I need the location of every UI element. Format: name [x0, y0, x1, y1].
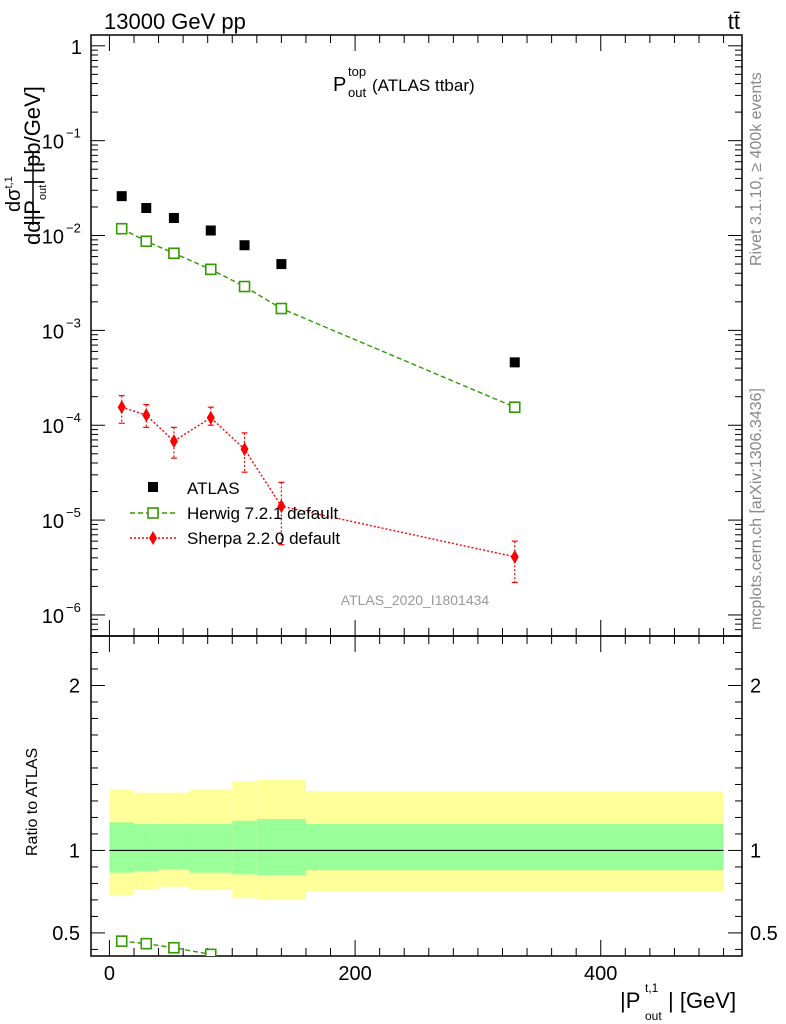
x-axis-title-rest: | [GeV]	[668, 988, 736, 1013]
sherpa-point	[510, 549, 519, 564]
svg-text:dd|Pout| [pb/GeV]: dd|Pout| [pb/GeV]	[20, 86, 49, 245]
legend-atlas-label: ATLAS	[187, 479, 240, 498]
atlas-point	[141, 203, 152, 214]
ratio-y-tick-label-right: 0.5	[750, 923, 778, 945]
ratio-y-tick-label: 2	[69, 675, 80, 697]
herwig-point	[168, 247, 180, 260]
ratio-y-tick-label: 0.5	[52, 923, 80, 945]
y-tick-exponent: −5	[66, 505, 81, 520]
ratio-y-tick-label-right: 1	[750, 840, 761, 862]
sherpa-point	[142, 408, 151, 423]
svg-text:P: P	[333, 74, 346, 96]
band-inner-6	[305, 824, 724, 871]
svg-text:dσt,1: dσt,1	[3, 176, 25, 212]
band-inner-4	[232, 820, 257, 875]
herwig-point	[204, 263, 217, 276]
atlas-point	[276, 259, 287, 270]
analysis-watermark: ATLAS_2020_I1801434	[341, 592, 490, 608]
x-axis-title-sup: t,1	[645, 981, 659, 995]
ratio-panel: 0 200 400 0.5 0.5 1 1 2 2	[52, 635, 778, 985]
ratio-herwig-point	[140, 937, 153, 950]
ratio-herwig-line	[121, 940, 211, 956]
herwig-point	[275, 302, 288, 315]
y-axis-den-sub: out	[37, 185, 49, 200]
x-tick-label: 200	[338, 963, 371, 985]
sherpa-point	[240, 442, 249, 457]
band-inner-3	[189, 824, 233, 873]
band-inner-1	[133, 824, 159, 872]
ratio-frame	[90, 635, 743, 957]
legend-sherpa-label: Sherpa 2.2.0 default	[187, 529, 340, 548]
atlas-point	[116, 191, 127, 202]
legend-sherpa-marker	[149, 531, 157, 545]
y-tick-label: 10	[42, 511, 64, 533]
legend-atlas-marker	[148, 482, 158, 492]
main-panel: 110−110−210−310−410−510−6	[42, 34, 743, 637]
collision-label: 13000 GeV pp	[104, 9, 246, 34]
ratio-series	[115, 935, 217, 956]
ratio-y-axis-title: Ratio to ATLAS	[24, 748, 41, 856]
y-tick-exponent: −6	[66, 600, 81, 615]
y-tick-exponent: −1	[66, 126, 81, 141]
band-inner-0	[109, 822, 134, 873]
y-tick-exponent: −3	[66, 315, 81, 330]
band-inner-5	[256, 819, 306, 876]
y-tick-label: 10	[42, 321, 64, 343]
y-tick-label: 10	[42, 227, 64, 249]
y-axis-num-sup: t,1	[3, 176, 15, 188]
herwig-point	[140, 235, 153, 248]
mcplots-label: mcplots.cern.ch [arXiv:1306.3436]	[748, 388, 765, 630]
legend-herwig-marker	[147, 507, 159, 519]
legend: ATLAS Herwig 7.2.1 default Sherpa 2.2.0 …	[130, 479, 340, 548]
y-tick-exponent: −4	[66, 410, 81, 425]
x-axis-title-sub: out	[645, 1009, 662, 1023]
y-tick-label: 10	[42, 606, 64, 628]
main-series	[115, 191, 521, 584]
herwig-point	[115, 222, 128, 235]
ratio-bands	[109, 779, 724, 900]
legend-herwig-label: Herwig 7.2.1 default	[187, 504, 338, 523]
ratio-herwig-point	[115, 935, 128, 947]
y-axis-title: dd|Pout| [pb/GeV] dσt,1	[3, 86, 49, 245]
y-tick-exponent: −2	[66, 221, 81, 236]
ratio-y-tick-label-right: 2	[750, 675, 761, 697]
ratio-herwig-point	[204, 948, 217, 956]
plot-title: P top out (ATLAS ttbar)	[333, 64, 475, 100]
herwig-point	[238, 280, 251, 293]
y-tick-label: 10	[42, 416, 64, 438]
sherpa-point	[117, 400, 126, 415]
x-axis-title-main: |P	[620, 988, 640, 1013]
atlas-point	[239, 240, 250, 251]
sherpa-point	[277, 499, 286, 514]
plot-title-main: P	[333, 74, 346, 96]
plot-title-sup: top	[348, 64, 366, 79]
rivet-label: Rivet 3.1.10, ≥ 400k events	[748, 72, 765, 266]
atlas-point	[509, 357, 520, 368]
herwig-line	[121, 228, 516, 408]
x-axis-title: |P t,1 out | [GeV]	[620, 981, 736, 1023]
ratio-y-tick-label: 1	[69, 840, 80, 862]
sherpa-point	[169, 434, 178, 449]
x-tick-label: 0	[104, 963, 115, 985]
x-tick-label: 400	[584, 963, 617, 985]
y-axis-numerator: dσ	[3, 188, 25, 212]
atlas-point	[205, 225, 216, 236]
atlas-point	[168, 213, 179, 224]
herwig-point	[508, 401, 521, 413]
y-tick-label: 10	[42, 132, 64, 154]
plot-title-rest: (ATLAS ttbar)	[372, 76, 475, 95]
y-tick-label: 1	[71, 37, 82, 59]
y-axis-d: d	[20, 233, 45, 245]
process-label: tt̄	[728, 9, 740, 34]
ratio-herwig-point	[168, 941, 180, 954]
band-inner-2	[158, 824, 190, 870]
plot-title-sub: out	[348, 85, 366, 100]
sherpa-point	[206, 410, 215, 425]
